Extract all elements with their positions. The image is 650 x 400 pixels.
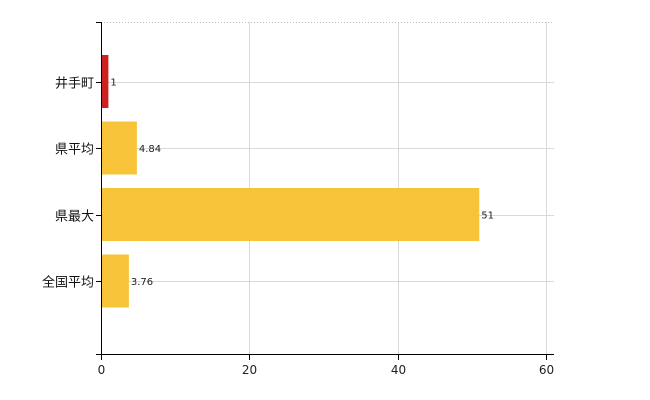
x-tick-label-2: 40 (391, 363, 406, 377)
category-label-3: 全国平均 (42, 275, 94, 291)
x-tick-label-1: 20 (242, 363, 257, 377)
bar-2 (101, 188, 480, 241)
category-label-0: 井手町 (55, 77, 94, 92)
category-label-2: 県最大 (55, 210, 94, 225)
bar-3 (101, 254, 129, 308)
bars (101, 55, 480, 308)
data-label-0: 1 (110, 78, 116, 89)
axes (96, 22, 554, 360)
data-label-1: 4.84 (139, 144, 161, 155)
bar-0 (101, 55, 109, 108)
bar-1 (101, 121, 137, 175)
data-label-2: 51 (481, 211, 494, 222)
category-label-1: 県平均 (55, 143, 94, 158)
x-tick-label-0: 0 (98, 363, 106, 377)
x-tick-label-3: 60 (539, 363, 554, 377)
data-label-3: 3.76 (131, 277, 153, 288)
